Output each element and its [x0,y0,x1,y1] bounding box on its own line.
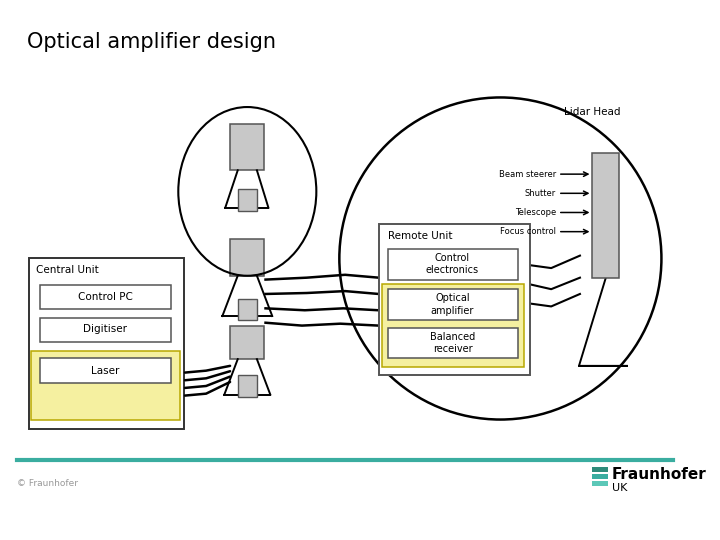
Text: Digitiser: Digitiser [84,325,127,334]
Bar [379,224,530,375]
Text: Balanced
receiver: Balanced receiver [430,332,475,354]
Text: Remote Unit: Remote Unit [388,231,453,241]
Bar [40,318,171,342]
Bar [230,239,264,276]
Bar [388,249,518,280]
Bar [40,285,171,309]
Text: Optical
amplifier: Optical amplifier [431,293,474,316]
Text: Telescope: Telescope [515,208,556,217]
Text: © Fraunhofer: © Fraunhofer [17,479,78,488]
Bar [388,328,518,358]
Bar [29,259,184,429]
Bar [31,352,180,421]
Text: Optical amplifier design: Optical amplifier design [27,32,276,52]
Bar [238,299,257,320]
Text: Control
electronics: Control electronics [426,253,479,275]
Text: Laser: Laser [91,366,120,376]
Bar [593,474,608,479]
Bar [593,468,608,472]
Text: Focus control: Focus control [500,227,556,236]
Text: Fraunhofer: Fraunhofer [611,468,706,482]
Bar [238,190,257,211]
Bar [593,481,608,485]
Text: Lidar Head: Lidar Head [564,107,620,117]
Bar [388,289,518,320]
Bar [230,326,264,359]
Text: Control PC: Control PC [78,292,133,302]
Text: Central Unit: Central Unit [37,265,99,275]
Bar [238,375,257,396]
Bar [382,285,524,367]
Bar [593,153,619,278]
Text: UK: UK [611,483,627,493]
Text: Shutter: Shutter [525,189,556,198]
Bar [230,124,264,170]
Text: Beam steerer: Beam steerer [499,170,556,179]
Circle shape [339,97,662,420]
Bar [40,358,171,383]
